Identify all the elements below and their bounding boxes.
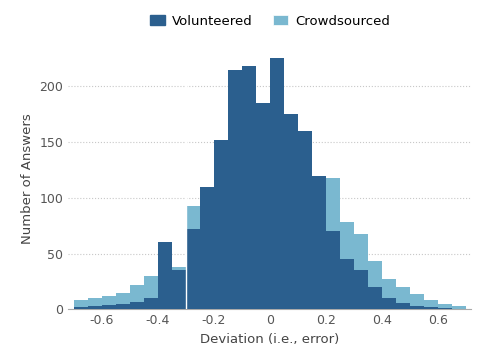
- Bar: [228, 70, 242, 309]
- Bar: [452, 306, 466, 309]
- Bar: [172, 270, 186, 309]
- Bar: [200, 194, 213, 309]
- Bar: [284, 114, 297, 309]
- Bar: [424, 300, 438, 309]
- Bar: [354, 234, 367, 309]
- Bar: [130, 285, 143, 309]
- Bar: [74, 300, 87, 309]
- Bar: [382, 298, 396, 309]
- Bar: [270, 142, 284, 309]
- Bar: [242, 66, 256, 309]
- Bar: [256, 103, 270, 309]
- Bar: [88, 306, 102, 309]
- Bar: [368, 287, 382, 309]
- Bar: [298, 140, 312, 309]
- Bar: [368, 261, 382, 309]
- Bar: [214, 140, 227, 309]
- Bar: [340, 222, 354, 309]
- Bar: [438, 304, 451, 309]
- Bar: [312, 175, 326, 309]
- Legend: Volunteered, Crowdsourced: Volunteered, Crowdsourced: [144, 9, 395, 33]
- Bar: [102, 305, 116, 309]
- Bar: [326, 178, 340, 309]
- Bar: [270, 59, 284, 309]
- Bar: [186, 229, 200, 309]
- Bar: [438, 308, 451, 309]
- Bar: [326, 232, 340, 309]
- Bar: [102, 296, 116, 309]
- Bar: [396, 287, 410, 309]
- Bar: [144, 276, 157, 309]
- Bar: [382, 279, 396, 309]
- Bar: [200, 187, 213, 309]
- Bar: [312, 175, 326, 309]
- Bar: [158, 242, 172, 309]
- Bar: [74, 307, 87, 309]
- Bar: [130, 302, 143, 309]
- Bar: [158, 270, 172, 309]
- Bar: [298, 131, 312, 309]
- Bar: [186, 206, 200, 309]
- Bar: [88, 298, 102, 309]
- Bar: [284, 140, 297, 309]
- Bar: [172, 267, 186, 309]
- Bar: [228, 145, 242, 309]
- Bar: [340, 259, 354, 309]
- Y-axis label: Number of Answers: Number of Answers: [21, 113, 34, 244]
- Bar: [354, 270, 367, 309]
- Bar: [116, 293, 130, 309]
- Bar: [424, 307, 438, 309]
- Bar: [396, 303, 410, 309]
- Bar: [410, 294, 424, 309]
- X-axis label: Deviation (i.e., error): Deviation (i.e., error): [200, 333, 339, 346]
- Bar: [256, 140, 270, 309]
- Bar: [116, 304, 130, 309]
- Bar: [144, 298, 157, 309]
- Bar: [242, 140, 256, 309]
- Bar: [410, 306, 424, 309]
- Bar: [214, 178, 227, 309]
